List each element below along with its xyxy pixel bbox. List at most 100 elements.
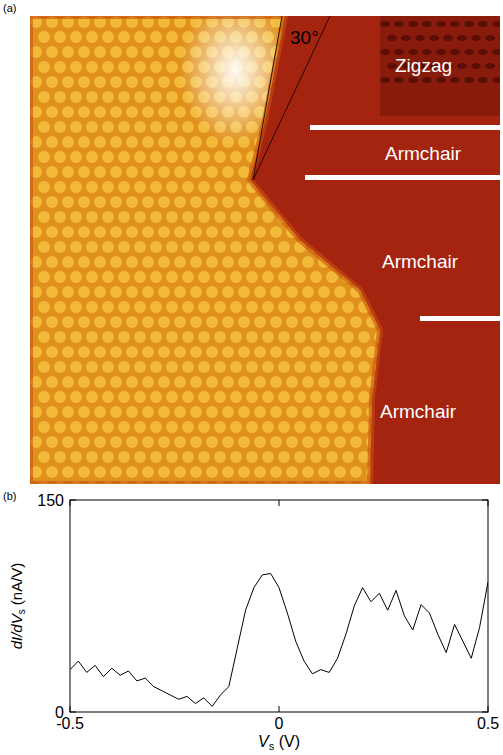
lattice-spot xyxy=(102,451,114,463)
lattice-spot xyxy=(206,226,218,238)
lattice-spot xyxy=(286,346,298,358)
lattice-spot xyxy=(318,346,330,358)
lattice-spot xyxy=(110,196,122,208)
lattice-spot xyxy=(366,286,378,298)
lattice-spot xyxy=(78,46,90,58)
zigzag-dot xyxy=(394,77,404,83)
lattice-spot xyxy=(70,331,82,343)
lattice-spot xyxy=(110,256,122,268)
lattice-spot xyxy=(286,76,298,88)
lattice-spot xyxy=(262,241,274,253)
lattice-spot xyxy=(166,151,178,163)
lattice-spot xyxy=(86,211,98,223)
lattice-spot xyxy=(94,286,106,298)
zigzag-dot xyxy=(408,21,418,27)
lattice-spot xyxy=(158,316,170,328)
lattice-spot xyxy=(174,106,186,118)
lattice-spot xyxy=(46,106,58,118)
lattice-spot xyxy=(366,106,378,118)
zigzag-dot xyxy=(436,77,446,83)
lattice-spot xyxy=(86,31,98,43)
zigzag-dot xyxy=(478,49,488,55)
lattice-spot xyxy=(142,76,154,88)
lattice-spot xyxy=(182,331,194,343)
lattice-spot xyxy=(350,196,362,208)
lattice-spot xyxy=(126,406,138,418)
lattice-spot xyxy=(118,91,130,103)
lattice-spot xyxy=(134,61,146,73)
lattice-spot xyxy=(350,106,362,118)
lattice-spot xyxy=(326,31,338,43)
lattice-spot xyxy=(94,196,106,208)
lattice-spot xyxy=(310,211,322,223)
lattice-spot xyxy=(262,331,274,343)
lattice-spot xyxy=(46,316,58,328)
lattice-spot xyxy=(94,406,106,418)
lattice-spot xyxy=(94,106,106,118)
y-tick-right xyxy=(482,712,488,713)
lattice-spot xyxy=(126,76,138,88)
lattice-spot xyxy=(278,61,290,73)
lattice-spot xyxy=(326,61,338,73)
lattice-spot xyxy=(54,421,66,433)
lattice-spot xyxy=(390,181,402,193)
lattice-spot xyxy=(334,16,346,28)
lattice-spot xyxy=(94,436,106,448)
zigzag-dot xyxy=(471,35,481,41)
lattice-spot xyxy=(38,241,50,253)
lattice-spot xyxy=(110,376,122,388)
lattice-spot xyxy=(214,151,226,163)
zigzag-dot xyxy=(415,35,425,41)
graphene-region xyxy=(30,16,402,484)
lattice-spot xyxy=(110,286,122,298)
lattice-spot xyxy=(230,421,242,433)
lattice-spot xyxy=(254,226,266,238)
lattice-spot xyxy=(150,61,162,73)
lattice-spot xyxy=(230,211,242,223)
lattice-spot xyxy=(166,301,178,313)
lattice-spot xyxy=(278,421,290,433)
lattice-spot xyxy=(54,331,66,343)
lattice-spot xyxy=(102,301,114,313)
lattice-spot xyxy=(166,181,178,193)
lattice-spot xyxy=(190,196,202,208)
lattice-spot xyxy=(134,361,146,373)
lattice-spot xyxy=(270,466,282,478)
lattice-spot xyxy=(54,181,66,193)
lattice-spot xyxy=(270,436,282,448)
lattice-spot xyxy=(174,136,186,148)
lattice-spot xyxy=(134,181,146,193)
lattice-spot xyxy=(70,271,82,283)
x-tick xyxy=(70,706,71,712)
lattice-spot xyxy=(246,301,258,313)
lattice-spot xyxy=(270,376,282,388)
lattice-spot xyxy=(342,211,354,223)
lattice-spot xyxy=(54,31,66,43)
lattice-spot xyxy=(46,136,58,148)
lattice-spot xyxy=(126,226,138,238)
lattice-spot xyxy=(334,376,346,388)
lattice-spot xyxy=(358,241,370,253)
lattice-spot xyxy=(62,286,74,298)
lattice-spot xyxy=(70,391,82,403)
lattice-spot xyxy=(262,421,274,433)
lattice-spot xyxy=(38,211,50,223)
lattice-spot xyxy=(166,211,178,223)
lattice-spot xyxy=(238,406,250,418)
lattice-spot xyxy=(326,331,338,343)
lattice-spot xyxy=(134,451,146,463)
lattice-spot xyxy=(78,166,90,178)
lattice-spot xyxy=(38,61,50,73)
lattice-spot xyxy=(86,121,98,133)
lattice-spot xyxy=(278,361,290,373)
lattice-spot xyxy=(222,376,234,388)
lattice-spot xyxy=(166,61,178,73)
zigzag-dot xyxy=(436,21,446,27)
lattice-spot xyxy=(254,376,266,388)
lattice-spot xyxy=(182,181,194,193)
lattice-spot xyxy=(102,211,114,223)
lattice-spot xyxy=(374,91,386,103)
lattice-spot xyxy=(158,46,170,58)
lattice-spot xyxy=(254,406,266,418)
lattice-spot xyxy=(350,346,362,358)
